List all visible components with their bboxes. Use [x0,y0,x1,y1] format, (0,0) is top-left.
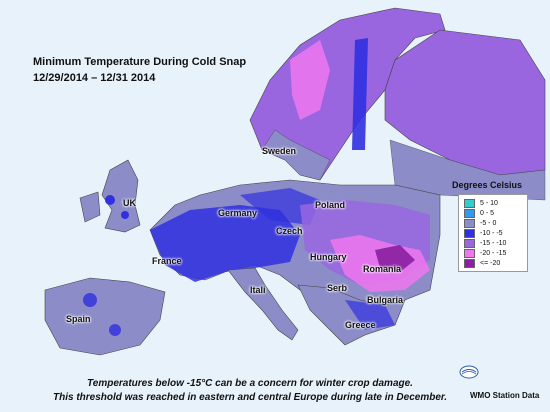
country-label-czech: Czech [276,226,303,236]
legend-label: -20 - -15 [480,249,507,257]
country-label-greece: Greece [345,320,376,330]
map-date-range: 12/29/2014 – 12/31 2014 [33,72,156,84]
legend-box: 5 - 10 0 - 5 -5 - 0 -10 - -5 -15 - -10 -20 - … [458,194,528,272]
map-title: Minimum Temperature During Cold Snap [33,56,247,68]
legend-item: -20 - -15 [464,248,522,258]
country-label-hungary: Hungary [310,252,347,262]
legend-item: 5 - 10 [464,198,522,208]
country-label-sweden: Sweden [262,146,297,156]
legend-item: -5 - 0 [464,218,522,228]
caption-line-2: This threshold was reached in eastern an… [53,392,447,403]
legend-swatch [464,228,475,238]
country-label-serb: Serb [327,283,348,293]
country-label-bulgaria: Bulgaria [367,295,404,305]
legend-item: <= -20 [464,258,522,268]
legend-label: 5 - 10 [480,199,498,207]
legend-label: -10 - -5 [480,229,503,237]
legend-swatch [464,248,475,258]
country-label-uk: UK [123,198,136,208]
country-label-poland: Poland [315,200,346,210]
country-label-france: France [152,256,182,266]
caption-line-1: Temperatures below -15°C can be a concer… [87,378,413,389]
legend-item: -10 - -5 [464,228,522,238]
country-label-itali: Itali [250,285,266,295]
caption: Temperatures below -15°C can be a concer… [0,377,500,405]
country-label-germany: Germany [218,208,258,218]
legend-swatch [464,208,475,218]
legend-item: 0 - 5 [464,208,522,218]
legend-label: -15 - -10 [480,239,507,247]
country-label-spain: Spain [66,314,91,324]
legend-title: Degrees Celsius [452,180,523,190]
legend-label: <= -20 [480,259,501,267]
wmo-logo-icon [459,365,479,379]
legend-label: -5 - 0 [480,219,497,227]
legend-item: -15 - -10 [464,238,522,248]
country-label-romania: Romania [363,264,402,274]
legend-swatch [464,218,475,228]
source-label: WMO Station Data [470,391,540,400]
legend-swatch [464,258,475,268]
legend-label: 0 - 5 [480,209,495,217]
legend-swatch [464,198,475,208]
legend-swatch [464,238,475,248]
legend: Degrees Celsius 5 - 10 0 - 5 -5 - 0 -10 - -… [452,180,542,272]
